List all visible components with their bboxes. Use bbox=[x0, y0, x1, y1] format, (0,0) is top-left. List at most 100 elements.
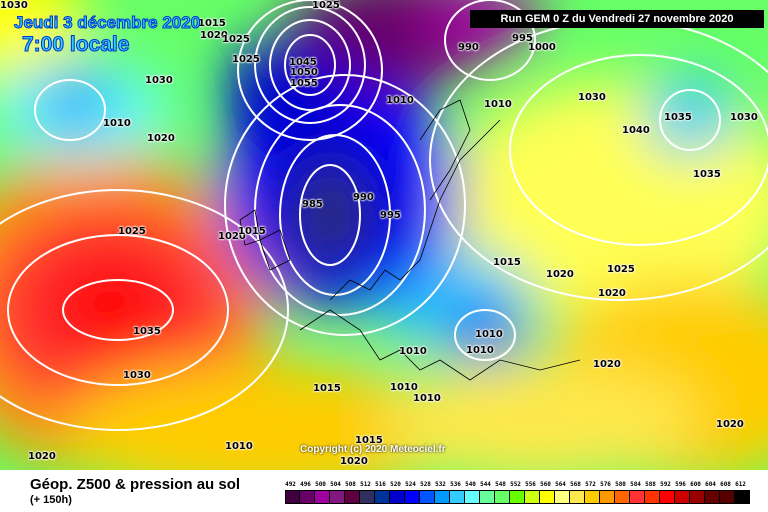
isobar-label: 1020 bbox=[147, 133, 175, 144]
isobar-label: 1025 bbox=[607, 264, 635, 275]
legend-level-label: 608 bbox=[720, 481, 731, 488]
isobar-label: 1040 bbox=[622, 125, 650, 136]
isobar-label: 1050 bbox=[290, 67, 318, 78]
legend-color bbox=[480, 490, 495, 504]
isobar-label: 1015 bbox=[493, 257, 521, 268]
legend-level-label: 536 bbox=[450, 481, 461, 488]
legend-color bbox=[405, 490, 420, 504]
legend-swatch: 516 bbox=[375, 480, 390, 504]
legend-swatch: 520 bbox=[390, 480, 405, 504]
legend-level-label: 572 bbox=[585, 481, 596, 488]
legend-swatch: 532 bbox=[435, 480, 450, 504]
forecast-time: 7:00 locale bbox=[21, 33, 130, 57]
color-scale-legend: 492 496 500 504 508 512 516 520 524 528 532 536 540 5… bbox=[285, 480, 750, 504]
legend-color bbox=[690, 490, 705, 504]
legend-swatch: 608 bbox=[720, 480, 735, 504]
legend-level-label: 592 bbox=[660, 481, 671, 488]
legend-swatch: 500 bbox=[315, 480, 330, 504]
isobar-label: 1020 bbox=[716, 419, 744, 430]
isobar-label: 990 bbox=[353, 192, 374, 203]
legend-color bbox=[330, 490, 345, 504]
legend-level-label: 604 bbox=[705, 481, 716, 488]
legend-swatch: 524 bbox=[405, 480, 420, 504]
forecast-date: Jeudi 3 décembre 2020 bbox=[13, 13, 201, 33]
isobar-label: 1000 bbox=[528, 42, 556, 53]
isobar-label: 1035 bbox=[693, 169, 721, 180]
isobar-label: 1015 bbox=[355, 435, 383, 446]
isobar-label: 1010 bbox=[386, 95, 414, 106]
model-run-banner: Run GEM 0 Z du Vendredi 27 novembre 2020 bbox=[470, 10, 764, 28]
legend-level-label: 504 bbox=[330, 481, 341, 488]
legend-swatch: 584 bbox=[630, 480, 645, 504]
isobar-label: 1020 bbox=[218, 231, 246, 242]
legend-color bbox=[315, 490, 330, 504]
isobar-label: 995 bbox=[512, 33, 533, 44]
legend-color bbox=[675, 490, 690, 504]
legend-color bbox=[300, 490, 315, 504]
legend-color bbox=[510, 490, 525, 504]
legend-level-label: 492 bbox=[285, 481, 296, 488]
legend-level-label: 540 bbox=[465, 481, 476, 488]
isobar-label: 1020 bbox=[340, 456, 368, 467]
legend-swatch: 544 bbox=[480, 480, 495, 504]
isobar-label: 1015 bbox=[238, 226, 266, 237]
legend-swatch: 596 bbox=[675, 480, 690, 504]
isobar-label: 1025 bbox=[222, 34, 250, 45]
legend-swatch: 552 bbox=[510, 480, 525, 504]
isobar-label: 1035 bbox=[664, 112, 692, 123]
legend-level-label: 520 bbox=[390, 481, 401, 488]
legend-swatch: 604 bbox=[705, 480, 720, 504]
isobar-label: 1020 bbox=[200, 30, 228, 41]
isobar-label: 995 bbox=[380, 210, 401, 221]
legend-color bbox=[660, 490, 675, 504]
legend-color bbox=[645, 490, 660, 504]
legend-level-label: 508 bbox=[345, 481, 356, 488]
isobar-label: 1010 bbox=[225, 441, 253, 452]
legend-color bbox=[735, 490, 750, 504]
legend-level-label: 568 bbox=[570, 481, 581, 488]
legend-level-label: 576 bbox=[600, 481, 611, 488]
legend-swatch: 496 bbox=[300, 480, 315, 504]
isobar-label: 1020 bbox=[546, 269, 574, 280]
legend-swatch: 492 bbox=[285, 480, 300, 504]
legend-level-label: 556 bbox=[525, 481, 536, 488]
legend-color bbox=[285, 490, 300, 504]
legend-color bbox=[600, 490, 615, 504]
isobar-label: 1010 bbox=[413, 393, 441, 404]
legend-level-label: 584 bbox=[630, 481, 641, 488]
legend-color bbox=[345, 490, 360, 504]
legend-color bbox=[495, 490, 510, 504]
legend-color bbox=[525, 490, 540, 504]
legend-level-label: 528 bbox=[420, 481, 431, 488]
copyright: Copyright (c) 2020 Meteociel.fr bbox=[300, 444, 446, 455]
legend-swatch: 564 bbox=[555, 480, 570, 504]
legend-swatch: 612 bbox=[735, 480, 750, 504]
legend-level-label: 552 bbox=[510, 481, 521, 488]
legend-swatch: 560 bbox=[540, 480, 555, 504]
legend-level-label: 596 bbox=[675, 481, 686, 488]
legend-level-label: 564 bbox=[555, 481, 566, 488]
legend-color bbox=[630, 490, 645, 504]
legend-level-label: 560 bbox=[540, 481, 551, 488]
legend-swatch: 540 bbox=[465, 480, 480, 504]
legend-swatch: 508 bbox=[345, 480, 360, 504]
legend-color bbox=[720, 490, 735, 504]
legend-swatch: 576 bbox=[600, 480, 615, 504]
legend-color bbox=[540, 490, 555, 504]
legend-swatch: 556 bbox=[525, 480, 540, 504]
legend-level-label: 524 bbox=[405, 481, 416, 488]
legend-level-label: 600 bbox=[690, 481, 701, 488]
geopotential-map bbox=[0, 0, 768, 470]
legend-swatch: 600 bbox=[690, 480, 705, 504]
isobar-label: 990 bbox=[458, 42, 479, 53]
isobar-label: 985 bbox=[302, 199, 323, 210]
isobar-label: 1020 bbox=[598, 288, 626, 299]
legend-color bbox=[390, 490, 405, 504]
legend-level-label: 496 bbox=[300, 481, 311, 488]
isobar-label: 1030 bbox=[730, 112, 758, 123]
legend-color bbox=[555, 490, 570, 504]
legend-color bbox=[360, 490, 375, 504]
isobar-label: 1025 bbox=[232, 54, 260, 65]
legend-color bbox=[375, 490, 390, 504]
